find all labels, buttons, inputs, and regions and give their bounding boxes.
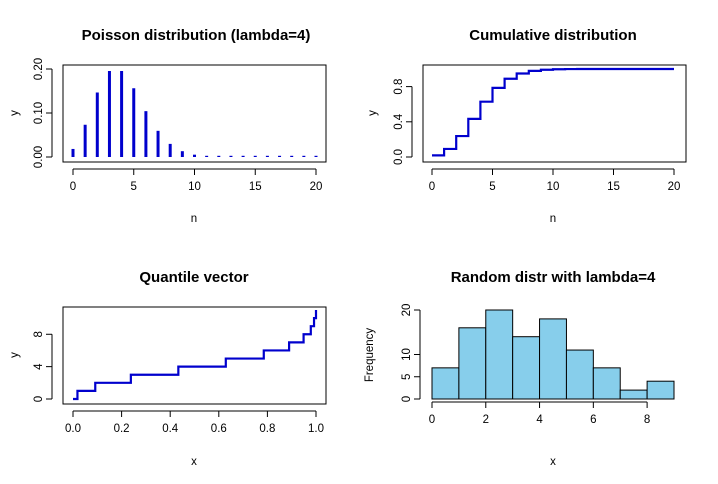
x-tick-label: 10 <box>188 181 201 193</box>
quantile-step-line <box>73 310 318 401</box>
y-tick-label: 0 <box>401 396 413 402</box>
chart-title: Random distr with lambda=4 <box>451 269 656 286</box>
chart-title: Quantile vector <box>139 269 248 286</box>
panel-cumulative: Cumulative distribution 0 5 10 15 20 0.00.40… <box>367 27 687 225</box>
y-tick-label: 4 <box>33 363 45 370</box>
y-tick-label: 0.8 <box>393 79 405 95</box>
y-tick-label: 0.10 <box>33 102 45 124</box>
x-tick-label: 8 <box>644 414 650 426</box>
y-tick-label: 0.00 <box>33 146 45 168</box>
y-tick-label: 10 <box>401 348 413 361</box>
x-tick-label: 6 <box>590 414 596 426</box>
y-tick-label: 0.20 <box>33 58 45 80</box>
x-tick-label: 20 <box>668 181 681 193</box>
x-axis-label: x <box>550 456 556 468</box>
x-tick-label: 10 <box>547 181 560 193</box>
cdf-step-line <box>432 67 674 157</box>
x-axis-label: n <box>191 213 197 225</box>
histogram-bar <box>646 380 675 400</box>
x-axis: 0 2 4 6 8 <box>429 401 650 426</box>
y-axis: 0.00 0.10 0.20 <box>33 58 53 168</box>
chart-title: Cumulative distribution <box>469 27 637 44</box>
y-tick-label: 0.0 <box>393 149 405 165</box>
histogram-bar <box>539 318 567 400</box>
x-tick-label: 4 <box>536 414 543 426</box>
plot-frame <box>62 64 327 163</box>
x-tick-label: 0.0 <box>65 423 81 435</box>
histogram-bars <box>431 309 675 400</box>
y-axis: 0 4 8 <box>33 331 53 402</box>
y-tick-label: 8 <box>33 331 45 337</box>
x-tick-label: 0 <box>429 414 435 426</box>
x-tick-label: 1.0 <box>308 423 324 435</box>
plot-frame <box>422 64 687 163</box>
line-series <box>432 67 674 157</box>
histogram-bar <box>458 327 487 400</box>
x-axis-label: n <box>550 213 556 225</box>
panel-quantile: Quantile vector 0.0 0.2 0.4 0.6 0.8 1.0 0 4 8 x… <box>9 269 327 468</box>
panel-poisson-pmf: Poisson distribution (lambda=4) 0 5 10 15 20… <box>9 27 327 225</box>
x-tick-label: 0 <box>70 181 76 193</box>
x-tick-label: 0 <box>429 181 435 193</box>
histogram-bar <box>485 309 514 400</box>
y-axis-label: y <box>9 352 21 358</box>
y-axis: 0 5 10 20 <box>401 304 421 402</box>
x-tick-label: 0.6 <box>211 423 227 435</box>
y-axis-label: Frequency <box>364 328 376 383</box>
y-tick-label: 5 <box>401 374 413 380</box>
x-tick-label: 5 <box>131 181 137 193</box>
histogram-bar <box>592 367 621 400</box>
histogram-bar <box>431 367 460 400</box>
x-tick-label: 0.8 <box>259 423 275 435</box>
x-tick-label: 2 <box>483 414 489 426</box>
histogram-bar <box>565 349 594 400</box>
x-axis: 0.0 0.2 0.4 0.6 0.8 1.0 <box>65 410 324 435</box>
x-tick-label: 0.4 <box>162 423 179 435</box>
histogram-bar <box>619 389 648 400</box>
x-tick-label: 15 <box>249 181 262 193</box>
y-axis-label: y <box>367 110 379 116</box>
line-series <box>73 310 318 401</box>
x-axis-label: x <box>191 456 197 468</box>
histogram-bar <box>512 336 541 400</box>
x-axis: 0 5 10 15 20 <box>70 168 323 193</box>
x-tick-label: 20 <box>310 181 323 193</box>
x-tick-label: 5 <box>489 181 495 193</box>
x-tick-label: 15 <box>607 181 620 193</box>
y-axis-label: y <box>9 110 21 116</box>
x-tick-label: 0.2 <box>114 423 130 435</box>
x-axis: 0 5 10 15 20 <box>429 168 681 193</box>
y-axis: 0.0 0.4 0.8 <box>393 79 413 165</box>
bar-series <box>71 71 318 157</box>
y-tick-label: 0.4 <box>393 113 405 130</box>
y-tick-label: 0 <box>33 396 45 402</box>
y-tick-label: 20 <box>401 304 413 317</box>
plot-frame <box>62 306 327 405</box>
chart-title: Poisson distribution (lambda=4) <box>82 27 311 44</box>
